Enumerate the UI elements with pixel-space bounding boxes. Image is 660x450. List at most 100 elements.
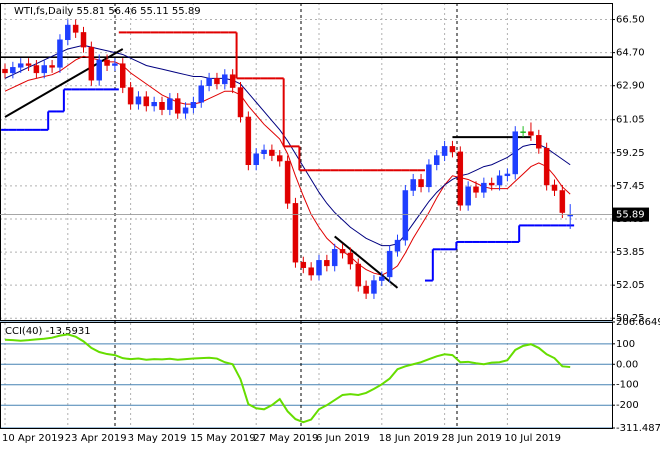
y-tick-label: 0.00 (616, 359, 638, 370)
candle-body (104, 59, 110, 66)
candle-body (410, 179, 416, 191)
trend-line (4, 48, 124, 118)
x-tick-label: 28 Jun 2019 (442, 433, 502, 444)
candle-body (465, 186, 471, 206)
candle-body (379, 276, 385, 281)
candle-body (167, 98, 173, 110)
candle-body (174, 98, 181, 114)
candle-body (112, 63, 118, 66)
x-tick-label: 23 Apr 2019 (65, 433, 127, 444)
candle-body (284, 160, 291, 204)
candle-body (434, 155, 440, 166)
candle-body (363, 285, 369, 294)
candle-body (559, 190, 566, 213)
y-tick-label: 57.45 (616, 181, 645, 192)
candle-body (17, 63, 24, 68)
candle-body (457, 151, 464, 206)
candle-body (269, 149, 275, 156)
candle-body (10, 67, 16, 74)
cci-line (4, 333, 571, 424)
candle-body (520, 131, 526, 133)
candle-body (143, 96, 150, 107)
y-tick-label: 62.90 (616, 81, 645, 92)
candle-body (72, 24, 79, 33)
candle-body (496, 175, 503, 186)
candle-body (402, 190, 409, 241)
candle-body (214, 78, 220, 85)
candle-body (151, 102, 157, 107)
candle-body (551, 184, 558, 191)
candle-body (308, 267, 314, 276)
candle-body (25, 63, 32, 66)
y-tick-label: -100 (616, 380, 639, 391)
candle-body (316, 260, 322, 276)
candle-body (159, 102, 165, 110)
candle-body (198, 85, 204, 103)
y-tick-label: -311.487 (616, 423, 660, 434)
candle-body (277, 155, 283, 162)
x-tick-label: 10 Jul 2019 (504, 433, 561, 444)
candle-body (300, 261, 307, 268)
moving-average (4, 44, 571, 247)
candle-body (473, 186, 479, 193)
y-tick-label: 52.05 (616, 280, 645, 291)
candle-body (371, 280, 377, 294)
candle-body (41, 65, 47, 74)
candle-body (355, 263, 361, 287)
x-tick-label: 15 May 2019 (190, 433, 255, 444)
candle-body (426, 164, 432, 188)
candle-body (292, 203, 299, 263)
candle-body (2, 68, 8, 74)
main-frame (0, 3, 613, 321)
candle-body (245, 116, 252, 166)
candle-body (80, 32, 87, 48)
candle-body (49, 65, 55, 68)
chart-title: WTI,fs,Daily 55.81 56.46 55.11 55.89 (14, 6, 201, 17)
y-tick-label: 61.05 (616, 115, 645, 126)
candle-body (339, 249, 346, 254)
candle-body (253, 153, 259, 166)
candle-body (96, 59, 102, 81)
candle-body (127, 87, 134, 105)
price-tag-label: 55.89 (616, 210, 645, 221)
y-tick-label: 53.85 (616, 247, 645, 258)
trend-line (334, 235, 399, 289)
candle-body (528, 131, 534, 136)
y-tick-label: 100 (616, 339, 635, 350)
price-tag (613, 207, 649, 222)
candle-body (33, 65, 40, 74)
candle-body (206, 78, 212, 86)
cci-title: CCI(40) -13.5931 (5, 326, 91, 337)
candle-body (57, 39, 63, 68)
x-tick-label: 18 Jun 2019 (379, 433, 439, 444)
candle-body (488, 182, 495, 186)
x-tick-label: 3 May 2019 (128, 433, 187, 444)
candle-body (441, 146, 448, 156)
candle-body (394, 239, 401, 252)
candle-body (386, 250, 393, 278)
candle-body (331, 249, 338, 267)
cci-frame (0, 322, 613, 429)
candle-body (237, 87, 244, 118)
candle-body (65, 24, 71, 41)
y-tick-label: 206.6649 (616, 317, 660, 328)
candle-body (449, 146, 456, 153)
x-tick-label: 6 Jun 2019 (316, 433, 370, 444)
candle-body (347, 252, 354, 265)
candle-body (418, 179, 424, 188)
candle-body (182, 107, 189, 114)
candle-body (88, 46, 95, 81)
x-tick-label: 10 Apr 2019 (2, 433, 64, 444)
candle-body (536, 135, 542, 149)
candle-body (135, 96, 142, 105)
y-tick-label: 50.25 (616, 313, 645, 324)
y-tick-label: 64.70 (616, 48, 645, 59)
candle-body (229, 74, 236, 88)
candle-body (543, 147, 550, 186)
candle-body (261, 149, 267, 154)
candle-body (512, 131, 518, 175)
x-tick-label: 27 May 2019 (253, 433, 318, 444)
candle-body (504, 173, 511, 177)
candle-body (120, 63, 126, 88)
